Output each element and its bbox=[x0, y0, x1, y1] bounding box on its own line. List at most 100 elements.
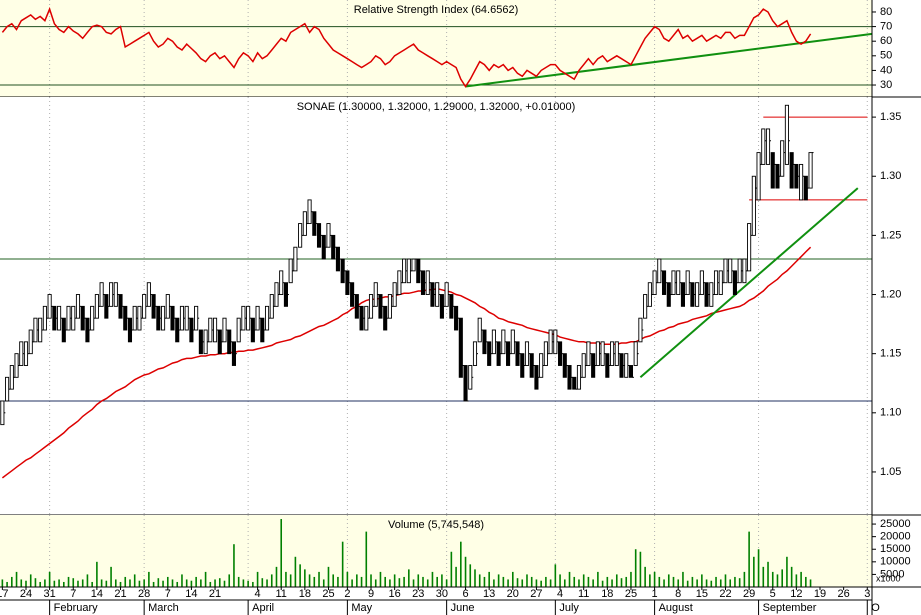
price-bar bbox=[671, 270, 676, 295]
price-bar bbox=[184, 305, 189, 331]
price-bar bbox=[643, 294, 648, 319]
price-bar bbox=[567, 365, 572, 390]
price-bar bbox=[435, 282, 440, 307]
volume-bar bbox=[705, 579, 708, 587]
volume-bar bbox=[34, 578, 37, 587]
price-bar bbox=[269, 294, 274, 319]
volume-bar bbox=[677, 579, 680, 587]
price-bar bbox=[444, 282, 449, 307]
price-bar bbox=[189, 317, 194, 343]
volume-bar bbox=[25, 580, 27, 587]
price-bar bbox=[42, 305, 47, 331]
volume-bar bbox=[152, 581, 155, 587]
x-tick-label: 29 bbox=[743, 588, 755, 600]
price-bar bbox=[66, 305, 71, 331]
price-bar bbox=[439, 294, 444, 319]
price-bar bbox=[335, 246, 340, 272]
volume-bar bbox=[157, 578, 160, 587]
y-tick-label: 1.10 bbox=[880, 407, 901, 419]
price-bar bbox=[392, 282, 397, 307]
y-tick-label: 1.35 bbox=[880, 111, 901, 123]
volume-bar bbox=[63, 581, 65, 587]
price-bar bbox=[137, 305, 142, 331]
price-bar bbox=[260, 317, 265, 343]
volume-bar bbox=[667, 574, 670, 587]
price-bar bbox=[350, 282, 355, 307]
price-bar bbox=[709, 282, 714, 307]
volume-bar bbox=[299, 564, 301, 587]
y-tick-label: 60 bbox=[880, 35, 892, 47]
y-tick-label: 1.30 bbox=[880, 170, 901, 182]
volume-bar bbox=[771, 571, 774, 587]
volume-bar bbox=[341, 541, 344, 587]
volume-bar bbox=[748, 531, 750, 587]
volume-bar bbox=[559, 574, 561, 587]
price-bar bbox=[685, 270, 690, 295]
volume-bar bbox=[639, 551, 642, 587]
volume-bar bbox=[790, 566, 793, 587]
x-tick-label: 30 bbox=[436, 588, 448, 600]
price-bar bbox=[695, 282, 700, 307]
x-tick-label: 3 bbox=[864, 588, 870, 600]
volume-bar bbox=[502, 576, 505, 587]
volume-bar bbox=[252, 581, 254, 587]
volume-bar bbox=[270, 574, 273, 587]
volume-bar bbox=[398, 578, 401, 587]
price-bar bbox=[52, 305, 57, 331]
x-tick-label: 4 bbox=[255, 588, 261, 600]
volume-bar bbox=[100, 579, 103, 587]
price-bar bbox=[208, 317, 213, 343]
volume-bar bbox=[237, 576, 240, 587]
volume-bar bbox=[351, 579, 353, 587]
volume-bar bbox=[611, 579, 613, 587]
y-tick-label: 30 bbox=[880, 79, 892, 91]
volume-bar bbox=[114, 579, 117, 587]
x-tick-label: 15 bbox=[696, 588, 708, 600]
volume-bar bbox=[15, 571, 18, 587]
price-bar bbox=[751, 175, 756, 236]
volume-bar bbox=[110, 566, 112, 587]
x-tick-label: 11 bbox=[578, 588, 589, 600]
y-tick-label: 25000 bbox=[880, 518, 911, 530]
panel-background bbox=[0, 515, 872, 587]
volume-bar bbox=[776, 574, 779, 587]
price-bar bbox=[212, 317, 218, 343]
volume-bar bbox=[809, 579, 812, 587]
month-label: July bbox=[559, 602, 579, 614]
volume-bar bbox=[346, 571, 349, 587]
volume-bar bbox=[682, 571, 684, 587]
price-bar bbox=[628, 365, 634, 378]
x-tick-label: 11 bbox=[276, 588, 287, 600]
volume-bar bbox=[521, 579, 524, 587]
price-bar bbox=[198, 329, 203, 355]
price-bar bbox=[652, 270, 657, 295]
volume-bar bbox=[408, 569, 410, 587]
price-bar bbox=[288, 258, 293, 284]
y-tick-label: 1.15 bbox=[880, 348, 901, 360]
volume-bar bbox=[223, 580, 226, 587]
volume-bar bbox=[715, 576, 717, 587]
price-bar bbox=[283, 282, 288, 307]
month-label: May bbox=[351, 602, 372, 614]
volume-bar bbox=[757, 549, 760, 587]
volume-bar bbox=[289, 574, 292, 587]
price-bar bbox=[496, 341, 501, 366]
volume-bar bbox=[592, 579, 594, 587]
price-bar bbox=[690, 282, 695, 307]
panel-title: Relative Strength Index (64.6562) bbox=[354, 4, 519, 16]
price-bar bbox=[217, 329, 222, 355]
price-bar bbox=[548, 329, 553, 355]
price-bar bbox=[274, 282, 279, 307]
volume-bar bbox=[493, 579, 495, 587]
volume-bar bbox=[649, 574, 651, 587]
x-tick-label: 27 bbox=[530, 588, 542, 600]
price-bar bbox=[449, 294, 454, 319]
price-bar bbox=[576, 365, 582, 390]
price-bar bbox=[402, 258, 407, 284]
price-bar bbox=[761, 128, 766, 165]
volume-bar bbox=[417, 574, 420, 587]
volume-bar bbox=[67, 576, 70, 587]
volume-bar bbox=[805, 576, 807, 587]
volume-bar bbox=[753, 556, 755, 587]
price-bar bbox=[808, 152, 813, 189]
